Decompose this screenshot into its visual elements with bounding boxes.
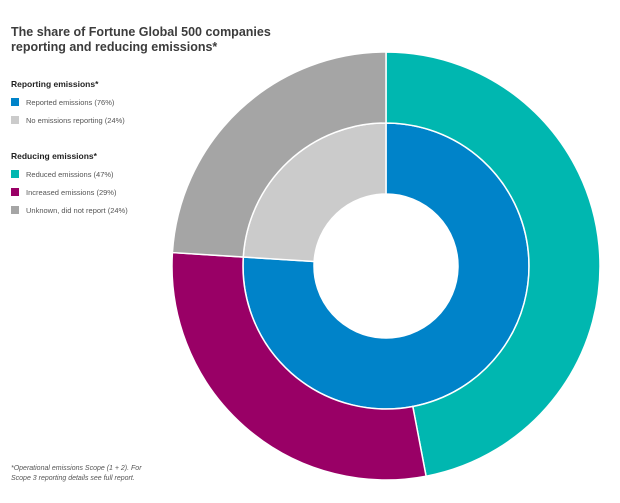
legend-item-reduced: Reduced emissions (47%): [11, 169, 128, 179]
legend-swatch-reduced: [11, 170, 19, 178]
footnote-line-2: Scope 3 reporting details see full repor…: [11, 474, 135, 482]
legend-reporting: Reporting emissions* Reported emissions …: [11, 79, 125, 133]
outer-ring-slice-increased-emissions: [171, 251, 427, 481]
chart-title: The share of Fortune Global 500 companie…: [11, 25, 271, 55]
legend-item-increased: Increased emissions (29%): [11, 187, 128, 197]
chart-title-line-2: reporting and reducing emissions*: [11, 40, 218, 54]
legend-reducing: Reducing emissions* Reduced emissions (4…: [11, 151, 128, 223]
legend-label-unknown: Unknown, did not report (24%): [26, 205, 128, 215]
chart-title-line-1: The share of Fortune Global 500 companie…: [11, 25, 271, 39]
legend-label-no-reporting: No emissions reporting (24%): [26, 115, 125, 125]
legend-reporting-heading: Reporting emissions*: [11, 79, 99, 89]
footnote: *Operational emissions Scope (1 + 2). Fo…: [11, 464, 171, 483]
outer-ring-slice-reduced-emissions: [385, 51, 601, 478]
legend-label-increased: Increased emissions (29%): [26, 187, 117, 197]
legend-item-unknown: Unknown, did not report (24%): [11, 205, 128, 215]
legend-item-no-reporting: No emissions reporting (24%): [11, 115, 125, 125]
legend-item-reported: Reported emissions (76%): [11, 97, 125, 107]
footnote-line-1: *Operational emissions Scope (1 + 2). Fo…: [11, 465, 142, 472]
legend-swatch-no-reporting: [11, 116, 19, 124]
legend-swatch-unknown: [11, 206, 19, 214]
legend-swatch-increased: [11, 188, 19, 196]
outer-ring-slice-unknown-did-not-report: [171, 51, 387, 258]
legend-reducing-heading: Reducing emissions*: [11, 151, 97, 161]
legend-swatch-reported: [11, 98, 19, 106]
legend-label-reported: Reported emissions (76%): [26, 97, 115, 107]
legend-label-reduced: Reduced emissions (47%): [26, 169, 114, 179]
